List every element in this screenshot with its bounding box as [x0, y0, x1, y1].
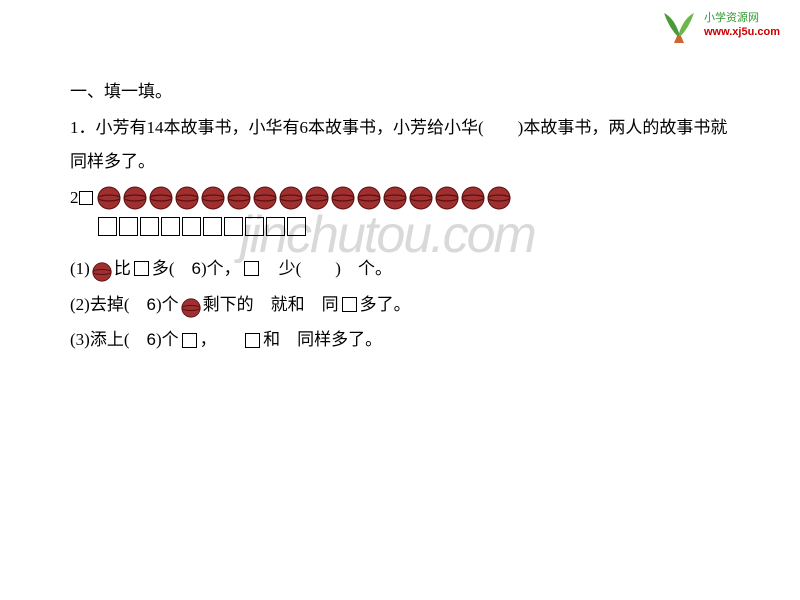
ball-icon — [123, 186, 147, 210]
box-icon — [182, 217, 201, 236]
box-icon — [224, 217, 243, 236]
ball-icon — [253, 186, 277, 210]
sub-questions: (1) 比 多( 6 )个， 少( ) 个。 (2)去掉( 6 )个 剩下的 就… — [70, 251, 730, 358]
sub2-answer1: 6 — [146, 287, 155, 323]
box-icon — [98, 217, 117, 236]
box-icon — [203, 217, 222, 236]
small-square-icon — [79, 191, 93, 205]
sub1-p2: 多( — [152, 251, 192, 287]
box-icon — [266, 217, 285, 236]
sub-question-2: (2)去掉( 6 )个 剩下的 就和 同 多了。 — [70, 287, 730, 323]
question-2-row1: 2 — [70, 181, 730, 215]
section-title: 一、填一填。 — [70, 75, 730, 109]
box-icon — [161, 217, 180, 236]
ball-icon — [357, 186, 381, 210]
sub2-prefix: (2)去掉( — [70, 287, 146, 323]
sub3-p1: )个 — [156, 322, 179, 358]
ball-icon — [383, 186, 407, 210]
sub1-p3: )个， — [201, 251, 241, 287]
sub1-answer1: 6 — [192, 251, 201, 287]
ball-icon — [149, 186, 173, 210]
boxes-row — [98, 217, 730, 236]
ball-icon — [97, 186, 121, 210]
balls-row — [97, 186, 513, 210]
ball-icon — [487, 186, 511, 210]
sub-question-1: (1) 比 多( 6 )个， 少( ) 个。 — [70, 251, 730, 287]
ball-icon — [435, 186, 459, 210]
sub1-p5: ) 个。 — [318, 251, 392, 287]
box-icon — [140, 217, 159, 236]
ball-icon — [409, 186, 433, 210]
sub1-p4: 少( — [262, 251, 319, 287]
sub2-p2: 剩下的 就和 同 — [203, 287, 339, 323]
sub2-p3: 多了。 — [360, 287, 411, 323]
sub3-answer1: 6 — [146, 322, 155, 358]
box-icon — [245, 217, 264, 236]
ball-icon — [201, 186, 225, 210]
sub1-prefix: (1) — [70, 251, 90, 287]
box-icon — [134, 261, 149, 276]
sub3-p3: 和 同样多了。 — [263, 322, 382, 358]
box-icon — [119, 217, 138, 236]
sub3-prefix: (3)添上( — [70, 322, 146, 358]
ball-icon — [461, 186, 485, 210]
ball-icon — [181, 295, 201, 315]
ball-icon — [92, 259, 112, 279]
q2-label: 2 — [70, 181, 79, 215]
box-icon — [182, 333, 197, 348]
box-icon — [245, 333, 260, 348]
sub-question-3: (3)添上( 6 )个 ， 和 同样多了。 — [70, 322, 730, 358]
box-icon — [342, 297, 357, 312]
ball-icon — [279, 186, 303, 210]
box-icon — [287, 217, 306, 236]
sub1-p1: 比 — [114, 251, 131, 287]
sub3-p2: ， — [200, 322, 243, 358]
sub2-p1: )个 — [156, 287, 179, 323]
ball-icon — [331, 186, 355, 210]
ball-icon — [227, 186, 251, 210]
ball-icon — [175, 186, 199, 210]
document-content: 一、填一填。 1．小芳有14本故事书，小华有6本故事书，小芳给小华( )本故事书… — [0, 0, 800, 358]
box-icon — [244, 261, 259, 276]
ball-icon — [305, 186, 329, 210]
question-1: 1．小芳有14本故事书，小华有6本故事书，小芳给小华( )本故事书，两人的故事书… — [70, 111, 730, 179]
